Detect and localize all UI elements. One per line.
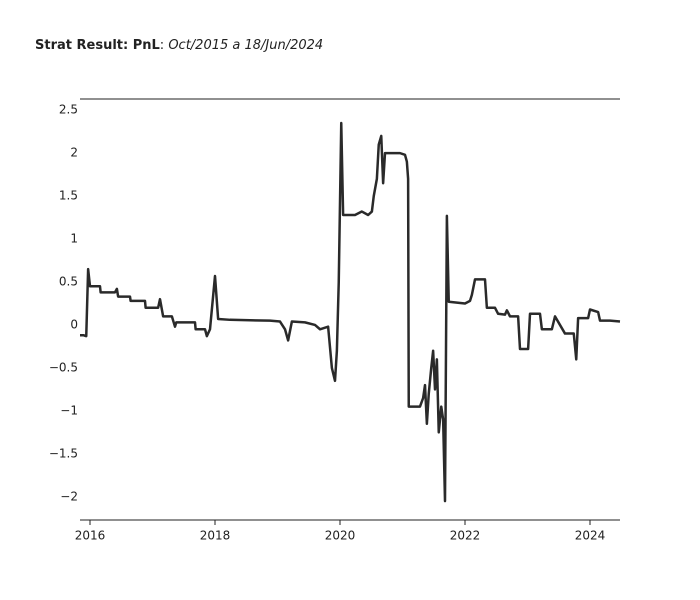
x-tick-label: 2024	[575, 529, 606, 543]
y-tick-label: 1	[70, 232, 78, 246]
title-main: Strat Result: PnL	[35, 38, 160, 53]
title-period: Oct/2015 a 18/Jun/2024	[168, 38, 323, 53]
y-tick-label: 2	[70, 146, 78, 160]
y-tick-label: 2.5	[59, 103, 78, 117]
chart-title: Strat Result: PnL: Oct/2015 a 18/Jun/202…	[35, 38, 323, 53]
x-tick-label: 2022	[450, 529, 481, 543]
y-tick-label: 1.5	[59, 189, 78, 203]
y-tick-label: −1.5	[49, 446, 78, 460]
title-separator: :	[160, 38, 169, 53]
y-tick-label: −1	[60, 403, 78, 417]
y-tick-label: 0	[70, 317, 78, 331]
x-tick-label: 2016	[75, 529, 106, 543]
x-tick-label: 2018	[200, 529, 231, 543]
y-tick-label: 0.5	[59, 275, 78, 289]
x-tick-label: 2020	[325, 529, 356, 543]
pnl-line	[80, 121, 621, 503]
y-tick-label: −2	[60, 489, 78, 503]
y-tick-label: −0.5	[49, 360, 78, 374]
